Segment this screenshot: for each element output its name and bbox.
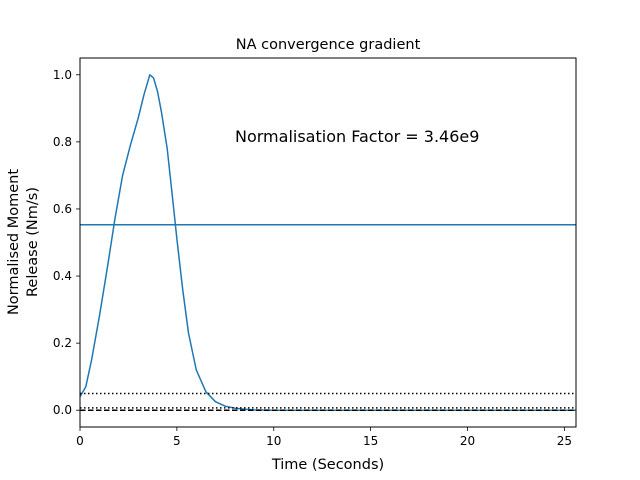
series-layer — [79, 74, 576, 411]
y-tick-label: 1.0 — [53, 68, 72, 82]
x-tick-label: 15 — [363, 434, 378, 448]
y-tick-label: 0.6 — [53, 202, 72, 216]
x-axis-label: Time (Seconds) — [271, 457, 384, 473]
series-line-0 — [79, 74, 576, 411]
y-ticks: 0.0 0.2 0.4 0.6 0.8 1.0 — [53, 68, 80, 417]
y-tick-label: 0.4 — [53, 269, 72, 283]
normalisation-annotation: Normalisation Factor = 3.46e9 — [235, 127, 479, 146]
x-tick-label: 5 — [173, 434, 181, 448]
x-tick-label: 25 — [557, 434, 572, 448]
chart-title: NA convergence gradient — [236, 37, 421, 53]
y-tick-label: 0.8 — [53, 135, 72, 149]
y-axis-label-line-2: Release (Nm/s) — [25, 187, 41, 297]
x-tick-label: 20 — [460, 434, 475, 448]
y-axis-label-line-1: Normalised Moment — [6, 169, 22, 315]
x-ticks: 0 5 10 15 20 25 — [76, 427, 572, 448]
y-tick-label: 0.2 — [53, 336, 72, 350]
x-tick-label: 0 — [76, 434, 84, 448]
x-tick-label: 10 — [266, 434, 281, 448]
plot-frame — [79, 57, 577, 428]
y-tick-label: 0.0 — [53, 403, 72, 417]
